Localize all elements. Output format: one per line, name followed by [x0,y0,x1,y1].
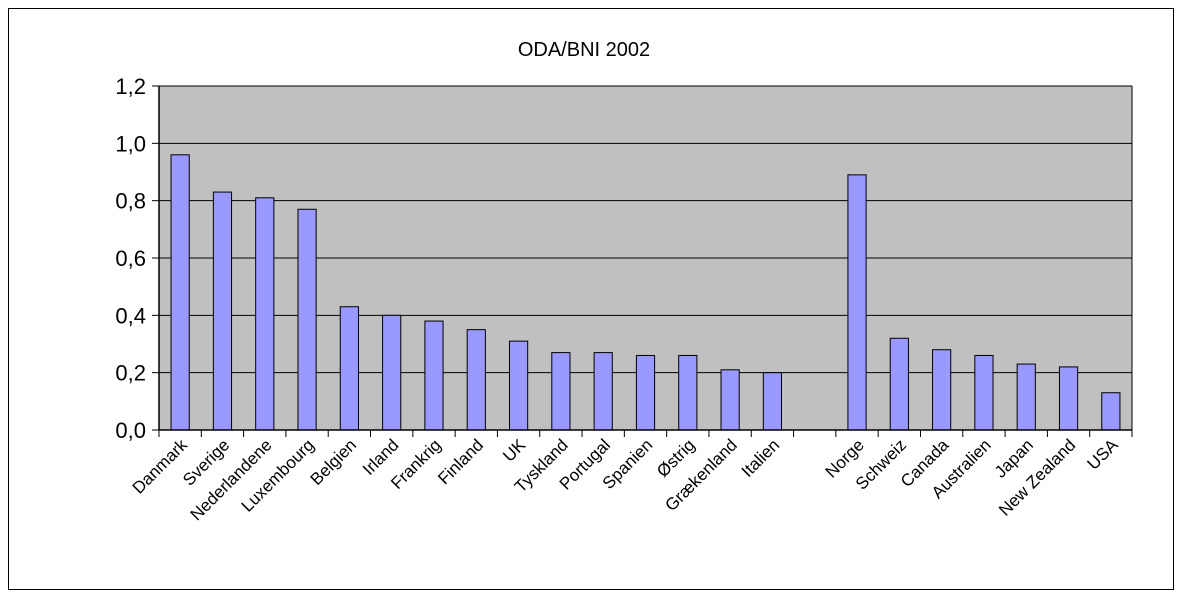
x-tick-label: USA [1084,435,1123,474]
y-tick-label: 1,0 [115,131,146,156]
x-tick-label: Finland [434,435,487,488]
bar [847,174,867,431]
y-tick-label: 0,8 [115,189,146,214]
bar [466,329,486,431]
bar [212,191,233,431]
y-tick-label: 1,2 [115,74,146,99]
x-tick-labels: DanmarkSverigeNederlandeneLuxembourgBelg… [129,435,1122,524]
bar [593,352,613,431]
bar-chart: ODA/BNI 2002 0,0 0,2 0,4 0,6 0,8 1,0 1,2 Danma… [115,39,1133,524]
bar [1016,363,1036,431]
y-tick-labels: 0,0 0,2 0,4 0,6 0,8 1,0 1,2 [115,74,146,443]
x-tick-label: UK [499,435,530,466]
bar [1101,392,1121,431]
bar [1058,366,1079,431]
bar [170,154,190,431]
bar [508,340,529,431]
bar [762,372,783,431]
x-tick-label: Italien [738,435,784,481]
bar [974,354,994,431]
bar [339,306,359,431]
bar [932,349,952,431]
bar [889,337,909,431]
bar [424,320,444,431]
bar [678,354,698,431]
x-tick-label: Danmark [129,435,192,498]
bar [297,208,317,431]
x-tick-label: Belgien [307,435,361,489]
chart-frame: ODA/BNI 2002 0,0 0,2 0,4 0,6 0,8 1,0 1,2 Danma… [8,8,1174,590]
bar [720,369,740,431]
bars [170,154,1121,431]
y-tick-label: 0,4 [115,303,146,328]
axes [152,85,1133,437]
chart-title: ODA/BNI 2002 [518,39,650,61]
y-tick-label: 0,6 [115,246,146,271]
y-tick-label: 0,2 [115,361,146,386]
bar [635,354,656,431]
bar [255,197,275,431]
bar [551,352,571,431]
y-tick-label: 0,0 [115,418,146,443]
bar [382,314,402,431]
